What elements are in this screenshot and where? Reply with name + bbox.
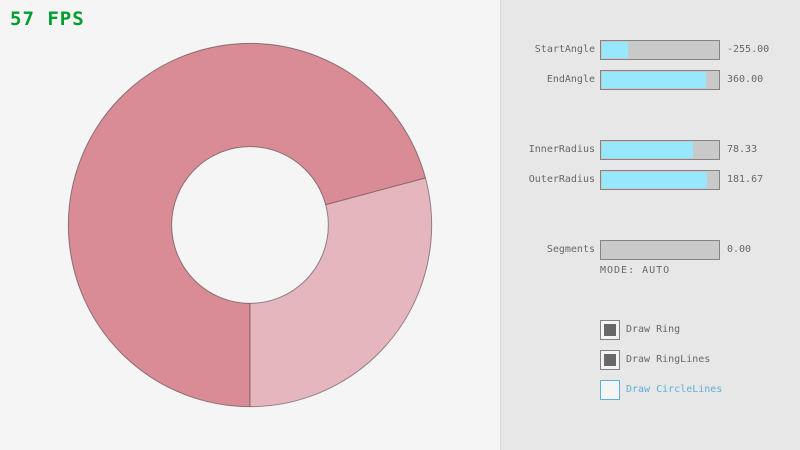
inner-radius-value: 78.33	[727, 144, 758, 155]
checkbox-draw-ring[interactable]: Draw Ring	[600, 320, 800, 340]
checkbox-check-mark	[604, 324, 616, 336]
outer-radius-label: OuterRadius	[528, 174, 595, 185]
outer-radius-value: 181.67	[727, 174, 764, 185]
inner-radius-label: InnerRadius	[528, 144, 595, 155]
fps-counter: 57 FPS	[10, 8, 85, 30]
draw-ring-checkbox[interactable]	[600, 320, 620, 340]
slider-row-start-angle: StartAngle -255.00	[501, 40, 800, 60]
segments-label: Segments	[546, 244, 595, 255]
draw-ring-label: Draw Ring	[626, 324, 681, 335]
end-angle-slider-fill	[602, 72, 707, 88]
checkbox-draw-ringlines[interactable]: Draw RingLines	[600, 350, 800, 370]
draw-circlelines-checkbox[interactable]	[600, 380, 620, 400]
start-angle-label: StartAngle	[534, 44, 595, 55]
end-angle-slider[interactable]	[600, 70, 720, 90]
start-angle-value: -255.00	[727, 44, 770, 55]
ring-inner-outline	[171, 146, 329, 304]
end-angle-value: 360.00	[727, 74, 764, 85]
ring-segment-dark	[68, 43, 426, 407]
outer-radius-slider[interactable]	[600, 170, 720, 190]
outer-radius-slider-fill	[602, 172, 708, 188]
control-panel: StartAngle -255.00 EndAngle 360.00 Inner…	[500, 0, 800, 450]
inner-radius-slider[interactable]	[600, 140, 720, 160]
draw-ringlines-checkbox[interactable]	[600, 350, 620, 370]
slider-row-end-angle: EndAngle 360.00	[501, 70, 800, 90]
ring-outer-outline	[67, 42, 433, 408]
checkbox-draw-circlelines[interactable]: Draw CircleLines	[600, 380, 800, 400]
checkbox-check-mark	[604, 354, 616, 366]
inner-radius-slider-fill	[602, 142, 693, 158]
ring-radial-line-upper-right	[325, 177, 426, 206]
end-angle-label: EndAngle	[546, 74, 595, 85]
slider-row-segments: Segments 0.00	[501, 240, 800, 260]
start-angle-slider-fill	[602, 42, 628, 58]
slider-row-outer-radius: OuterRadius 181.67	[501, 170, 800, 190]
segments-value: 0.00	[727, 244, 752, 255]
mode-status-text: MODE: AUTO	[600, 265, 671, 276]
segments-slider[interactable]	[600, 240, 720, 260]
start-angle-slider[interactable]	[600, 40, 720, 60]
draw-circlelines-label: Draw CircleLines	[626, 384, 723, 395]
slider-row-inner-radius: InnerRadius 78.33	[501, 140, 800, 160]
ring-segment-light	[250, 177, 432, 407]
draw-ringlines-label: Draw RingLines	[626, 354, 711, 365]
